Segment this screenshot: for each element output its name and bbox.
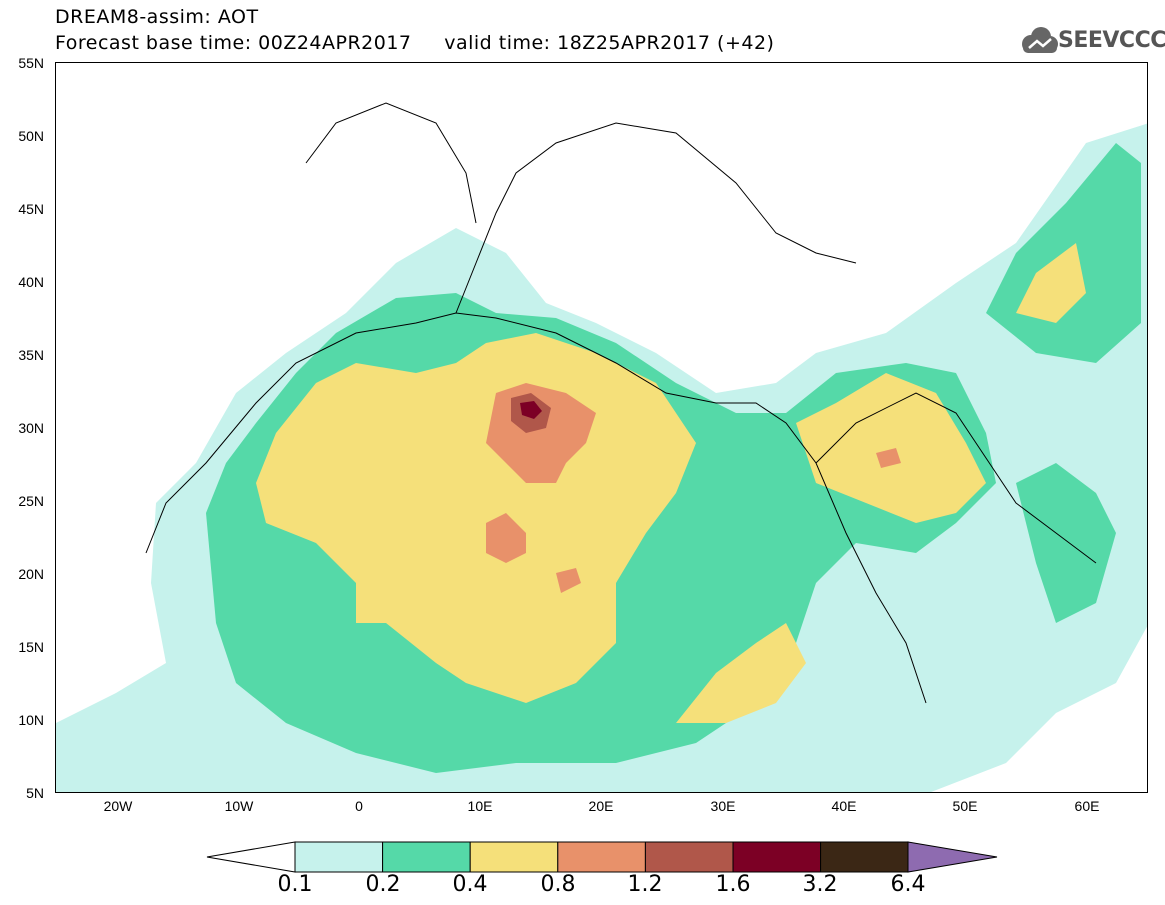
colorbar-cell	[382, 841, 471, 873]
colorbar-label: 3.2	[802, 872, 838, 897]
forecast-times: Forecast base time: 00Z24APR2017 valid t…	[55, 32, 775, 54]
coastline	[145, 102, 1097, 704]
colorbar-left-arrow	[206, 841, 296, 873]
lat-label: 15N	[18, 639, 44, 655]
aot-field	[56, 102, 1147, 792]
colorbar-cell	[294, 841, 384, 873]
lat-label: 20N	[18, 566, 44, 582]
map-title: DREAM8-assim: AOT	[55, 6, 259, 28]
lon-label: 0	[355, 798, 363, 814]
colorbar-cell	[732, 841, 822, 873]
lat-label: 45N	[18, 201, 44, 217]
lon-label: 50E	[952, 798, 978, 814]
aot-map	[55, 62, 1148, 793]
lon-label: 60E	[1074, 798, 1100, 814]
colorbar-cell	[820, 841, 909, 873]
aot-level-1.6	[520, 401, 542, 419]
aot-level-0.8	[486, 383, 901, 593]
cloud-icon	[1022, 27, 1058, 53]
colorbar-cell	[469, 841, 559, 873]
colorbar-label: 0.1	[277, 872, 313, 897]
colorbar-label: 1.6	[715, 872, 751, 897]
colorbar-label: 6.4	[890, 872, 926, 897]
lon-label: 10W	[224, 798, 254, 814]
colorbar-label: 0.2	[365, 872, 401, 897]
lon-label: 40E	[831, 798, 857, 814]
lat-label: 40N	[18, 274, 44, 290]
lat-label: 50N	[18, 128, 44, 144]
logo-text: SEEVCCC	[1058, 28, 1165, 53]
lat-label: 30N	[18, 420, 44, 436]
lon-label: 20E	[588, 798, 614, 814]
colorbar-label: 0.8	[540, 872, 576, 897]
lat-label: 5N	[26, 785, 44, 801]
seevccc-logo	[1022, 27, 1058, 53]
colorbar	[206, 841, 998, 873]
colorbar-label: 1.2	[627, 872, 663, 897]
colorbar-label: 0.4	[452, 872, 488, 897]
lon-label: 10E	[467, 798, 493, 814]
lat-label: 25N	[18, 493, 44, 509]
colorbar-right-arrow	[907, 841, 998, 873]
lat-label: 55N	[18, 55, 44, 71]
lon-label: 30E	[710, 798, 736, 814]
lat-label: 35N	[18, 347, 44, 363]
colorbar-cell	[557, 841, 646, 873]
colorbar-cell	[644, 841, 734, 873]
lon-label: 20W	[103, 798, 133, 814]
lat-label: 10N	[18, 712, 44, 728]
